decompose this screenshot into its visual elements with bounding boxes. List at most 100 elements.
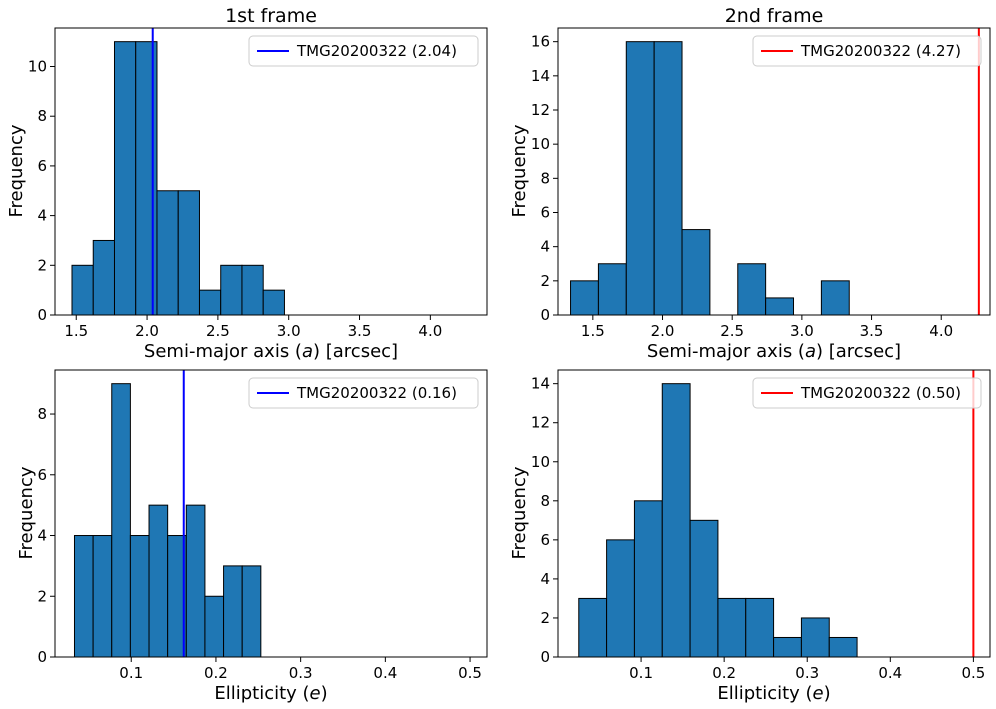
y-tick-label: 6 [540, 531, 550, 549]
x-tick-label: 0.3 [289, 664, 313, 682]
legend: TMG20200322 (0.16) [248, 377, 479, 409]
x-tick-label: 0.1 [629, 664, 653, 682]
histogram-bar [71, 264, 94, 316]
x-tick-label: 3.5 [860, 322, 884, 340]
x-tick-label: 3.0 [277, 322, 301, 340]
y-tick-label: 8 [37, 107, 47, 125]
axes-frame [557, 27, 991, 316]
panel-1st-frame-ellipticity: 0.1 0.2 0.3 0.4 0.5 0 2 4 6 8 Ellipticity (e) Fr… [16, 369, 488, 704]
legend-box [248, 35, 479, 67]
histogram-bar [737, 263, 767, 316]
y-tick-label: 16 [531, 33, 550, 51]
legend-box [752, 35, 982, 67]
x-tick-label: 3.0 [790, 322, 814, 340]
y-tick-label: 14 [531, 375, 550, 393]
y-tick-label: 14 [531, 67, 550, 85]
y-tick-label: 2 [540, 272, 550, 290]
y-tick-label: 8 [37, 405, 47, 423]
histogram-bar [148, 504, 169, 658]
legend-label: TMG20200322 (4.27) [800, 42, 961, 60]
y-tick-label: 12 [531, 414, 550, 432]
x-tick-label: 0.4 [373, 664, 397, 682]
y-axis-label: Frequency [509, 466, 530, 559]
x-tick-label: 0.2 [204, 664, 228, 682]
y-tick-label: 0 [37, 306, 47, 324]
histogram-bar [828, 636, 858, 658]
x-tick-label: 1.5 [581, 322, 605, 340]
y-tick-label: 6 [540, 204, 550, 222]
x-tick-label: 2.5 [206, 322, 230, 340]
axes-frame [557, 369, 991, 658]
histogram-bar [717, 597, 747, 658]
y-tick-label: 4 [37, 207, 47, 225]
y-tick-label: 0 [540, 648, 550, 666]
panel-1st-frame-semi-major-axis: 1st frame 1.5 2.0 2.5 3.0 3.5 4.0 0 2 4 6 8 10 Sem… [6, 5, 488, 362]
legend-label: TMG20200322 (0.50) [800, 384, 961, 402]
x-tick-label: 2.0 [135, 322, 159, 340]
legend-box [752, 377, 982, 409]
y-axis-label: Frequency [509, 124, 530, 217]
y-tick-label: 8 [540, 492, 550, 510]
histogram-bar [820, 280, 850, 316]
legend-box [248, 377, 479, 409]
x-tick-label: 2.5 [720, 322, 744, 340]
x-tick-label: 0.2 [712, 664, 736, 682]
histogram-bar [177, 190, 200, 316]
histogram-bar [653, 41, 683, 316]
histogram-bar [204, 595, 225, 658]
panel-title: 2nd frame [725, 5, 824, 27]
x-tick-label: 0.5 [961, 664, 985, 682]
y-tick-label: 2 [540, 609, 550, 627]
histogram-bar [633, 500, 663, 658]
y-tick-label: 12 [531, 101, 550, 119]
x-tick-label: 4.0 [929, 322, 953, 340]
x-axis-label: Semi-major axis (a) [arcsec] [647, 341, 901, 362]
legend: TMG20200322 (2.04) [248, 35, 479, 67]
histogram-bar [262, 289, 285, 316]
x-tick-label: 2.0 [651, 322, 675, 340]
x-axis-label: Ellipticity (e) [717, 683, 830, 704]
x-tick-label: 3.5 [348, 322, 372, 340]
axes-frame [54, 369, 488, 658]
axes-frame [54, 27, 488, 316]
histogram-bar [73, 535, 94, 658]
histogram-bar [185, 504, 206, 658]
y-tick-label: 10 [531, 453, 550, 471]
x-tick-label: 0.1 [119, 664, 143, 682]
panel-title: 1st frame [225, 5, 317, 27]
histogram-bar [681, 229, 711, 316]
y-tick-label: 0 [540, 306, 550, 324]
y-tick-label: 8 [540, 169, 550, 187]
y-tick-label: 2 [37, 587, 47, 605]
y-axis-label: Frequency [6, 124, 27, 217]
histogram-bar [92, 239, 115, 316]
histogram-bar [689, 519, 719, 658]
histogram-bar [223, 565, 243, 658]
y-tick-label: 10 [28, 58, 47, 76]
histogram-bar [241, 264, 264, 316]
histogram-bar [111, 383, 131, 658]
histogram-bar [800, 617, 830, 658]
histogram-bar [625, 41, 655, 316]
panel-2nd-frame-semi-major-axis: 2nd frame 1.5 2.0 2.5 3.0 3.5 4.0 0 2 4 6 8 10 12 14… [509, 5, 991, 362]
x-tick-label: 0.5 [458, 664, 482, 682]
histogram-bar [606, 539, 635, 658]
legend: TMG20200322 (0.50) [752, 377, 982, 409]
histogram-bar [113, 41, 137, 316]
histogram-bar [156, 190, 179, 316]
y-tick-label: 10 [531, 135, 550, 153]
legend: TMG20200322 (4.27) [752, 35, 982, 67]
y-tick-label: 6 [37, 157, 47, 175]
y-tick-label: 4 [540, 570, 550, 588]
histogram-bar [135, 41, 158, 316]
legend-label: TMG20200322 (2.04) [296, 42, 457, 60]
histogram-bar [661, 383, 691, 658]
x-tick-label: 0.4 [878, 664, 902, 682]
histogram-bar [597, 263, 627, 316]
y-tick-label: 6 [37, 466, 47, 484]
y-tick-label: 4 [37, 527, 47, 545]
histogram-bar [220, 264, 243, 316]
x-axis-label: Semi-major axis (a) [arcsec] [144, 341, 398, 362]
x-tick-label: 0.3 [795, 664, 819, 682]
